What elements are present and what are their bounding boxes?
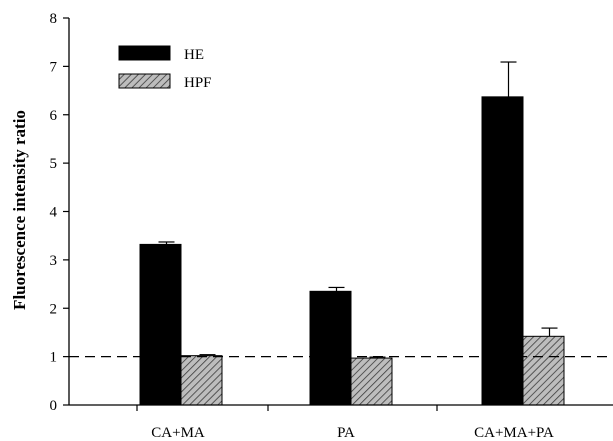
y-axis-title: Fluorescence intensity ratio bbox=[10, 110, 29, 310]
legend-label-he: HE bbox=[184, 47, 204, 63]
y-tick-label: 3 bbox=[50, 253, 58, 269]
y-tick-label: 6 bbox=[50, 108, 58, 124]
bar-he-0 bbox=[139, 243, 182, 406]
legend-label-hpf: HPF bbox=[184, 75, 212, 91]
y-tick-label: 2 bbox=[50, 301, 58, 317]
bar-he-2 bbox=[481, 96, 524, 406]
y-axis-ticks: 0 1 2 3 4 5 6 7 8 bbox=[50, 11, 69, 414]
bars bbox=[139, 96, 565, 406]
legend-swatch-he bbox=[118, 45, 171, 61]
x-category-label: CA+MA+PA bbox=[474, 425, 554, 441]
y-tick-label: 8 bbox=[50, 11, 58, 27]
x-axis-category-labels: CA+MA PA CA+MA+PA bbox=[151, 425, 554, 441]
bar-hpf-0 bbox=[180, 355, 223, 406]
legend-swatch-hpf bbox=[118, 73, 171, 89]
axes bbox=[68, 18, 613, 411]
x-category-label: PA bbox=[337, 425, 355, 441]
legend: HE HPF bbox=[118, 45, 212, 91]
error-bars bbox=[158, 61, 558, 359]
bar-he-1 bbox=[309, 290, 352, 406]
y-tick-label: 7 bbox=[50, 59, 58, 75]
bar-hpf-1 bbox=[350, 357, 393, 406]
y-tick-label: 0 bbox=[50, 398, 58, 414]
bar-hpf-2 bbox=[522, 335, 565, 406]
y-tick-label: 5 bbox=[50, 156, 58, 172]
x-category-label: CA+MA bbox=[151, 425, 205, 441]
y-tick-label: 4 bbox=[50, 205, 58, 221]
y-tick-label: 1 bbox=[50, 350, 58, 366]
